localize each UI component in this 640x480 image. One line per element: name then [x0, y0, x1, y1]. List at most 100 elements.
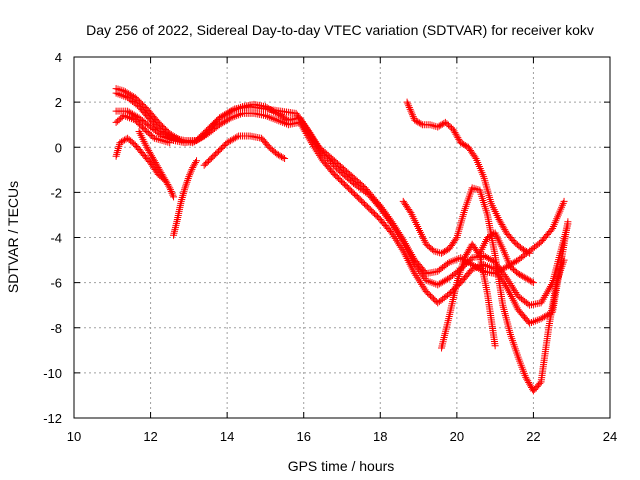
data-point	[523, 247, 531, 255]
data-point	[178, 194, 186, 202]
data-point	[389, 222, 397, 230]
data-point	[417, 269, 425, 277]
data-point	[526, 277, 534, 285]
x-tick-label: 14	[220, 429, 234, 444]
data-point	[192, 158, 200, 166]
data-point	[119, 137, 127, 145]
data-point	[311, 144, 319, 152]
data-point	[434, 123, 442, 131]
data-point	[185, 173, 193, 181]
data-point	[392, 236, 400, 244]
data-point	[182, 180, 190, 188]
data-point	[180, 186, 188, 194]
data-point	[225, 115, 233, 123]
data-point	[113, 148, 121, 156]
data-point	[457, 139, 465, 147]
data-point	[525, 276, 533, 284]
data-point	[406, 105, 414, 113]
data-point	[114, 145, 122, 153]
data-point	[381, 211, 389, 219]
data-point	[452, 235, 460, 243]
data-point	[383, 213, 391, 221]
data-point	[403, 98, 411, 106]
data-point	[512, 289, 520, 297]
data-point	[524, 300, 532, 308]
x-tick-label: 16	[296, 429, 310, 444]
data-point	[333, 164, 341, 172]
series-arc-9	[403, 98, 534, 257]
grid	[74, 57, 610, 418]
data-point	[395, 240, 403, 248]
data-point	[415, 277, 423, 285]
data-point	[560, 256, 568, 264]
series-arc-10	[399, 184, 568, 395]
data-point	[188, 165, 196, 173]
data-point	[392, 227, 400, 235]
data-point	[273, 150, 281, 158]
data-point	[398, 245, 406, 253]
data-point	[391, 234, 399, 242]
data-point	[166, 184, 174, 192]
data-point	[414, 275, 422, 283]
x-tick-label: 18	[373, 429, 387, 444]
data-point	[418, 280, 426, 288]
data-point	[444, 260, 452, 268]
data-point	[416, 279, 424, 287]
data-point	[276, 152, 284, 160]
data-point	[528, 278, 536, 286]
data-point	[404, 100, 412, 108]
data-point	[491, 342, 499, 350]
data-point	[396, 242, 404, 250]
data-point	[536, 379, 544, 387]
data-point	[186, 169, 194, 177]
data-point	[179, 190, 187, 198]
y-tick-label: 4	[55, 50, 62, 65]
data-point	[384, 215, 392, 223]
data-point	[414, 118, 422, 126]
data-point	[388, 229, 396, 237]
data-point	[435, 122, 443, 130]
data-point	[483, 234, 491, 241]
y-tick-label: -12	[43, 411, 62, 426]
data-point	[438, 249, 446, 257]
data-point	[416, 268, 424, 276]
data-point	[281, 155, 289, 163]
x-axis-label: GPS time / hours	[288, 458, 395, 474]
data-point	[116, 139, 124, 147]
data-point	[397, 243, 405, 251]
data-point	[117, 138, 125, 146]
data-point	[487, 232, 495, 240]
data-point	[526, 249, 534, 257]
data-point	[518, 245, 526, 253]
data-point	[307, 139, 315, 147]
data-point	[406, 207, 414, 215]
series-arc-11	[438, 240, 499, 352]
data-point	[517, 271, 525, 279]
data-point	[187, 167, 195, 175]
series-arc-3	[112, 107, 572, 327]
data-point	[442, 247, 450, 255]
y-tick-label: 2	[55, 95, 62, 110]
data-point	[180, 188, 188, 196]
data-point	[467, 255, 475, 263]
data-point	[390, 224, 398, 232]
x-tick-label: 12	[143, 429, 157, 444]
series-arc-2	[112, 89, 572, 309]
x-tick-label: 22	[526, 429, 540, 444]
data-point	[193, 157, 201, 165]
data-point	[394, 238, 402, 246]
data-point	[405, 104, 413, 112]
data-point	[485, 233, 493, 241]
data-point	[279, 154, 287, 162]
y-tick-label: -4	[50, 231, 62, 246]
series-arc-8	[200, 132, 289, 169]
data-point	[413, 273, 421, 281]
data-point	[113, 150, 121, 158]
data-point	[169, 191, 177, 199]
data-point	[168, 189, 176, 197]
data-point	[409, 113, 417, 121]
data-point	[179, 192, 187, 200]
data-point	[225, 108, 233, 116]
data-point	[428, 121, 436, 129]
data-point	[181, 184, 189, 192]
